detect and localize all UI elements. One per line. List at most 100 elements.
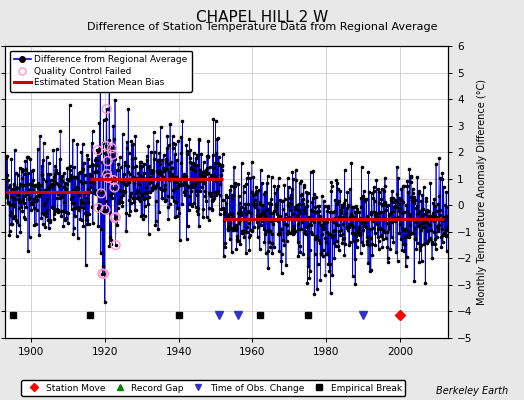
Point <box>112 214 120 220</box>
Point <box>201 193 210 200</box>
Point <box>151 222 159 228</box>
Point <box>185 136 193 142</box>
Point <box>152 218 160 224</box>
Point <box>252 191 260 198</box>
Point <box>294 206 303 213</box>
Point <box>216 177 225 184</box>
Point <box>230 224 238 230</box>
Point <box>393 164 401 170</box>
Point <box>211 173 220 179</box>
Point <box>404 228 412 235</box>
Point <box>59 208 67 214</box>
Point <box>392 204 400 210</box>
Point <box>187 187 195 194</box>
Point <box>411 234 420 241</box>
Point <box>110 177 118 183</box>
Point <box>356 230 364 236</box>
Point <box>161 198 169 204</box>
Point <box>280 242 288 248</box>
Point <box>101 298 109 305</box>
Point <box>106 234 114 240</box>
Point <box>128 174 137 180</box>
Point <box>352 209 360 215</box>
Point <box>250 202 258 208</box>
Point <box>36 133 44 140</box>
Point <box>435 212 444 218</box>
Point <box>140 161 148 168</box>
Point <box>199 168 207 175</box>
Point <box>212 150 221 156</box>
Point <box>333 180 342 186</box>
Point <box>250 224 258 230</box>
Point <box>296 243 304 250</box>
Point <box>167 159 175 166</box>
Point <box>303 224 311 230</box>
Point <box>377 233 385 239</box>
Point <box>38 171 46 177</box>
Point <box>105 209 113 216</box>
Point <box>47 183 56 190</box>
Point <box>401 234 409 240</box>
Point <box>390 217 399 224</box>
Point <box>216 162 225 168</box>
Point <box>236 200 244 206</box>
Point <box>16 165 24 171</box>
Point <box>201 168 209 174</box>
Point <box>222 216 230 223</box>
Point <box>51 207 60 214</box>
Point <box>18 196 27 202</box>
Point <box>260 238 269 245</box>
Point <box>219 205 227 211</box>
Point <box>117 199 126 205</box>
Point <box>373 220 381 227</box>
Point <box>156 161 165 168</box>
Point <box>2 192 10 198</box>
Point <box>261 250 270 256</box>
Point <box>251 204 259 210</box>
Point <box>39 220 47 227</box>
Point <box>202 171 210 178</box>
Point <box>164 216 172 222</box>
Point <box>106 144 114 150</box>
Point <box>387 209 395 216</box>
Point <box>55 170 63 176</box>
Point <box>237 160 246 166</box>
Point <box>295 226 303 233</box>
Point <box>423 206 431 213</box>
Point <box>420 216 429 223</box>
Point <box>236 241 244 247</box>
Point <box>358 218 367 225</box>
Point <box>379 201 388 207</box>
Point <box>258 218 267 224</box>
Point <box>134 177 143 183</box>
Point <box>131 132 139 139</box>
Point <box>138 193 147 199</box>
Point <box>332 176 341 183</box>
Point <box>25 196 33 202</box>
Point <box>217 172 225 178</box>
Point <box>97 208 106 214</box>
Point <box>412 211 421 218</box>
Point <box>272 205 280 212</box>
Point <box>156 124 165 131</box>
Point <box>4 199 13 206</box>
Point <box>199 159 208 165</box>
Point <box>312 233 321 239</box>
Point <box>193 211 202 217</box>
Point <box>276 196 285 203</box>
Point <box>221 209 229 216</box>
Point <box>406 222 414 228</box>
Point <box>143 157 151 163</box>
Point <box>384 254 392 261</box>
Point <box>318 231 326 238</box>
Point <box>31 189 40 195</box>
Point <box>320 220 329 226</box>
Point <box>404 189 412 196</box>
Point <box>341 196 350 203</box>
Point <box>172 185 180 192</box>
Point <box>333 238 341 244</box>
Point <box>165 161 173 167</box>
Point <box>141 203 149 209</box>
Legend: Station Move, Record Gap, Time of Obs. Change, Empirical Break: Station Move, Record Gap, Time of Obs. C… <box>21 380 406 396</box>
Point <box>392 199 401 206</box>
